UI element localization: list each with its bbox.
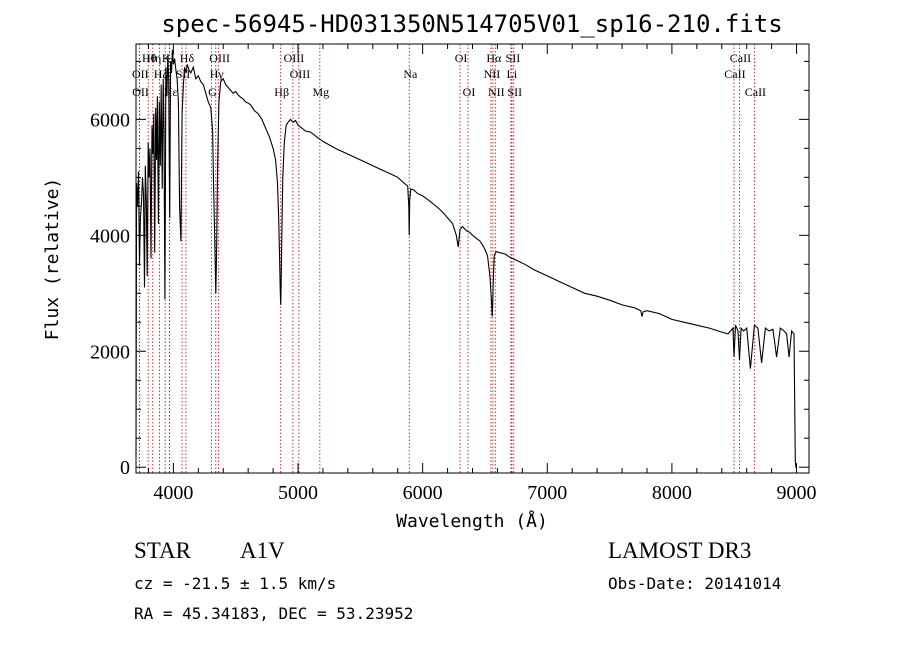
line-label-25: SII [507, 85, 522, 99]
line-label-3: Hη [146, 51, 161, 65]
y-tick-label-3: 6000 [90, 109, 130, 131]
y-axis-label: Flux (relative) [42, 178, 63, 341]
survey-name: LAMOST DR3 [608, 538, 751, 563]
line-label-23: SII [506, 51, 521, 65]
line-label-22: NII [488, 85, 505, 99]
x-tick-label-5: 9000 [777, 482, 817, 504]
line-label-1: OII [132, 67, 149, 81]
x-tick-label-4: 8000 [652, 482, 692, 504]
line-label-8: Hδ [180, 51, 195, 65]
line-label-19: OI [463, 85, 476, 99]
line-label-4: Hζ [154, 67, 168, 81]
line-label-17: Na [403, 67, 418, 81]
line-label-15: OIII [290, 67, 311, 81]
y-axis-ticks: 0 2000 4000 6000 [90, 60, 809, 479]
y-tick-label-0: 0 [120, 457, 130, 479]
line-label-2: OII [132, 85, 149, 99]
line-label-12: G [208, 85, 217, 99]
x-tick-label-2: 6000 [403, 482, 443, 504]
x-tick-label-0: 4000 [153, 482, 193, 504]
coordinates: RA = 45.34183, DEC = 53.23952 [134, 604, 413, 623]
x-tick-label-1: 5000 [278, 482, 318, 504]
line-label-9: SII [176, 67, 191, 81]
x-tick-label-3: 7000 [527, 482, 567, 504]
line-label-26: CaII [724, 67, 745, 81]
line-label-14: OIII [284, 51, 305, 65]
line-label-5: K [162, 51, 171, 65]
y-tick-label-2: 4000 [90, 225, 130, 247]
object-class: STAR [134, 538, 192, 563]
spectral-line-markers [138, 44, 755, 473]
redshift-text: cz = -21.5 ± 1.5 km/s [134, 574, 336, 593]
line-label-16: Mg [312, 85, 329, 99]
line-label-13: Hβ [274, 85, 289, 99]
line-label-10: OIII [209, 51, 230, 65]
y-tick-label-1: 2000 [90, 341, 130, 363]
line-label-6: H [166, 51, 175, 65]
x-axis-ticks: 4000 5000 6000 7000 8000 9000 [147, 44, 817, 504]
obs-date: Obs-Date: 20141014 [608, 574, 781, 593]
line-label-18: OI [455, 51, 468, 65]
plot-frame [135, 43, 810, 474]
line-label-20: Hα [486, 51, 502, 65]
line-label-21: NII [484, 67, 501, 81]
spectrum-line [135, 49, 797, 468]
line-label-0: Hθ [142, 51, 157, 65]
x-axis-label: Wavelength (Å) [396, 510, 548, 532]
line-label-27: CaII [730, 51, 751, 65]
chart-title: spec-56945-HD031350N514705V01_sp16-210.f… [161, 10, 782, 38]
info-block: STAR A1V LAMOST DR3 cz = -21.5 ± 1.5 km/… [134, 538, 781, 623]
line-label-24: Li [507, 67, 518, 81]
line-label-11: Hγ [210, 67, 225, 81]
object-subclass: A1V [240, 538, 285, 563]
line-label-28: CaII [745, 85, 766, 99]
